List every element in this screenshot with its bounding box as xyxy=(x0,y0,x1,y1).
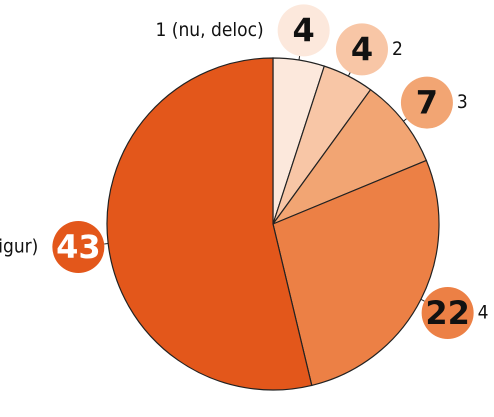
pie-slice xyxy=(272,159,440,387)
data-label: 22 xyxy=(425,294,470,332)
pie-slice xyxy=(106,57,313,391)
category-label: 1 (nu, deloc) xyxy=(156,19,264,41)
data-label: 4 xyxy=(351,30,373,68)
value-badge xyxy=(421,286,474,339)
leader-line xyxy=(298,56,301,61)
data-label: 4 xyxy=(293,11,315,49)
leader-line xyxy=(347,72,351,77)
leader-line xyxy=(420,298,425,302)
leader-line xyxy=(403,118,407,122)
value-badge xyxy=(335,23,388,76)
value-badge xyxy=(400,76,453,129)
category-label: 2 xyxy=(392,38,403,60)
value-badge xyxy=(277,4,330,57)
value-badge xyxy=(52,221,105,274)
category-label: 4 xyxy=(478,301,489,323)
data-label: 7 xyxy=(416,84,438,122)
category-label: 5 (da, desigur) xyxy=(0,236,38,258)
pie-slice xyxy=(271,88,428,226)
category-label: 3 xyxy=(457,91,468,113)
data-label: 43 xyxy=(56,228,101,266)
